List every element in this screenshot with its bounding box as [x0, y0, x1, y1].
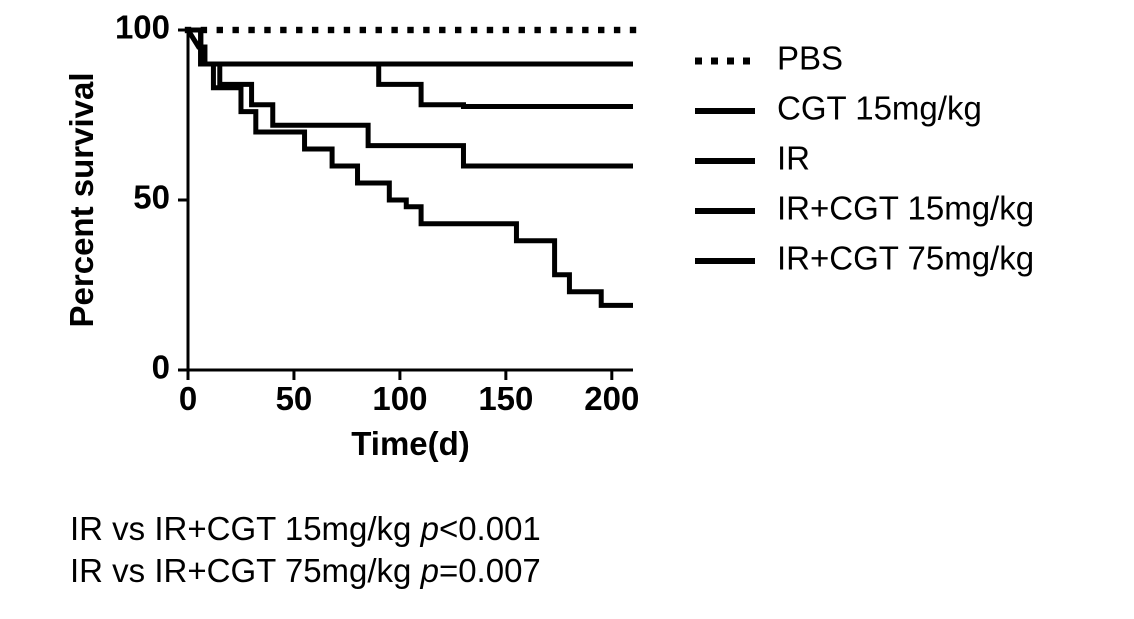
legend-label: PBS: [777, 40, 843, 77]
stats-line: IR vs IR+CGT 15mg/kg p<0.001: [70, 510, 541, 547]
ytick-label: 0: [152, 349, 170, 386]
ytick-label: 50: [133, 179, 170, 216]
survival-series: [188, 30, 633, 166]
survival-series: [185, 27, 636, 33]
legend-label: CGT 15mg/kg: [777, 90, 982, 127]
legend-label: IR+CGT 75mg/kg: [777, 240, 1034, 277]
xtick-label: 50: [276, 380, 313, 417]
y-axis-label: Percent survival: [63, 73, 100, 328]
xtick-label: 200: [584, 380, 639, 417]
xtick-label: 100: [372, 380, 427, 417]
xtick-label: 150: [478, 380, 533, 417]
legend-label: IR+CGT 15mg/kg: [777, 190, 1034, 227]
legend-label: IR: [777, 140, 810, 177]
ytick-label: 100: [115, 9, 170, 46]
survival-series: [188, 30, 633, 107]
xtick-label: 0: [179, 380, 197, 417]
stats-line: IR vs IR+CGT 75mg/kg p=0.007: [70, 552, 541, 589]
survival-series: [188, 30, 633, 64]
x-axis-label: Time(d): [351, 425, 470, 462]
figure-container: 0 50 100 0 50 100 150 200 Time(d) Percent surviva…: [0, 0, 1134, 619]
